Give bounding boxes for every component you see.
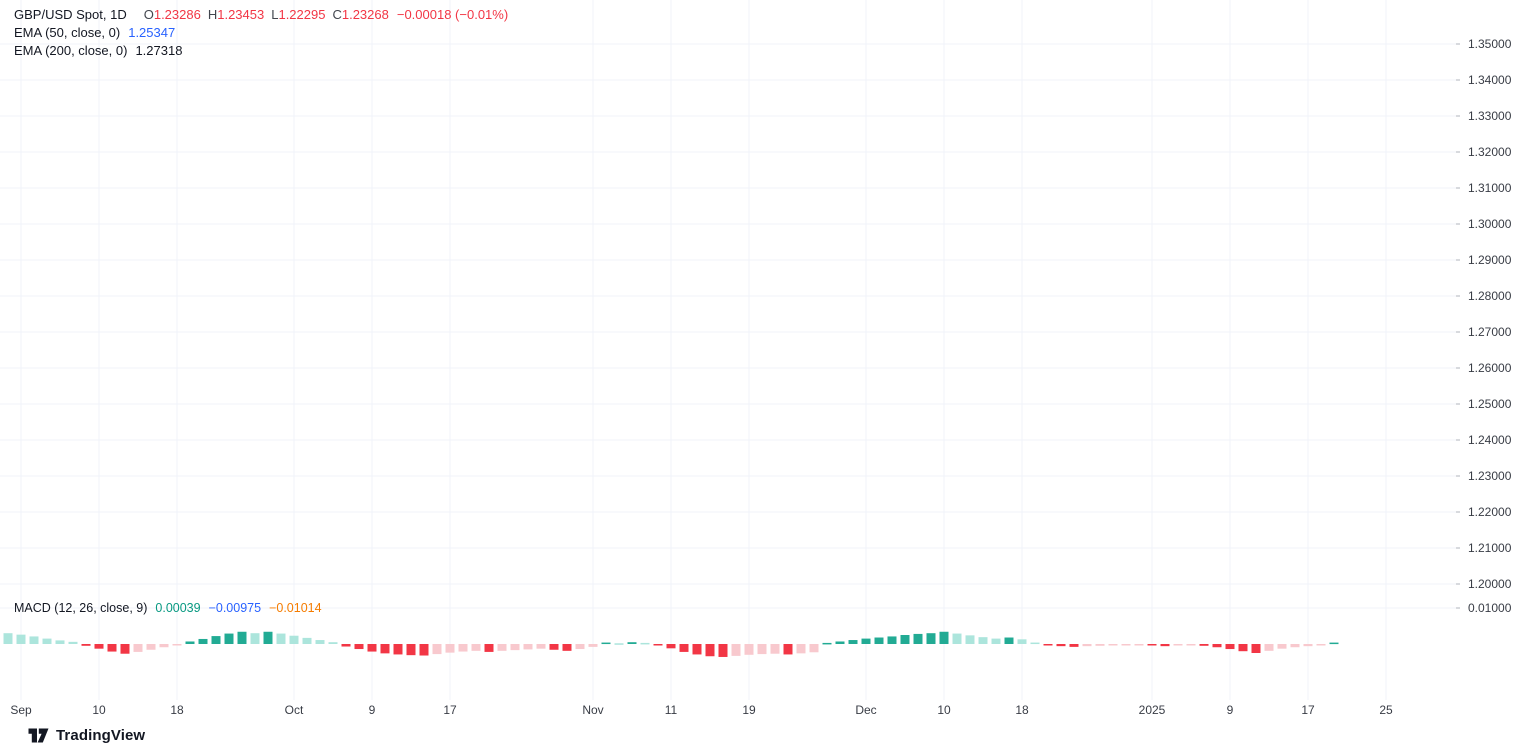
close-value: 1.23268 xyxy=(341,7,389,22)
ema200-label: EMA (200, close, 0) xyxy=(14,43,128,58)
macd-header[interactable]: MACD (12, 26, close, 9) 0.00039 −0.00975 −0… xyxy=(14,601,322,615)
gridlines xyxy=(0,0,1460,700)
price-axis-label: 1.30000 xyxy=(1468,217,1512,231)
price-axis-label: 1.27000 xyxy=(1468,325,1512,339)
time-axis-label: 9 xyxy=(368,703,376,717)
high-label: H xyxy=(207,7,218,22)
price-axis-label: 1.32000 xyxy=(1468,145,1512,159)
low-label: L xyxy=(271,7,279,22)
time-axis-label: 17 xyxy=(443,703,457,717)
close-label: C xyxy=(332,7,342,22)
ema200-row[interactable]: EMA (200, close, 0) 1.27318 xyxy=(14,42,508,59)
macd-label: MACD (12, 26, close, 9) xyxy=(14,601,148,615)
time-axis-label: 19 xyxy=(742,703,756,717)
symbol-header: GBP/USD Spot, 1D O1.23286 H1.23453 L1.22295… xyxy=(14,6,508,60)
ema50-label: EMA (50, close, 0) xyxy=(14,25,121,40)
price-axis[interactable]: 1.35000 1.34000 1.33000 1.32000 1.31000 1.300… xyxy=(1456,0,1536,718)
macd-histogram xyxy=(3,631,1339,657)
last-price-badge: 1.23268 xyxy=(1471,2,1511,14)
open-label: O xyxy=(143,7,154,22)
time-axis-label: 17 xyxy=(1301,703,1315,717)
macd-hist-value: 0.00039 xyxy=(155,601,201,615)
ema200-value: 1.27318 xyxy=(135,43,183,58)
price-axis-label: 1.25000 xyxy=(1468,397,1512,411)
time-axis-label: 18 xyxy=(1015,703,1029,717)
tradingview-wordmark: TradingView xyxy=(56,727,146,744)
price-axis-label: 1.23000 xyxy=(1468,469,1512,483)
macd-axis-label: 0.01000 xyxy=(1468,601,1512,615)
price-axis-label: 1.28000 xyxy=(1468,289,1512,303)
time-axis-label: 9 xyxy=(1226,703,1234,717)
time-axis-label: 10 xyxy=(92,703,106,717)
tradingview-logo[interactable]: TradingView xyxy=(28,727,145,744)
time-axis-label: 2025 xyxy=(1138,703,1166,717)
time-axis-label: Dec xyxy=(855,703,877,717)
ema50-price-badge: 1.25347 xyxy=(1471,2,1511,14)
symbol-title[interactable]: GBP/USD Spot, 1D xyxy=(14,7,127,22)
price-axis-label: 1.21000 xyxy=(1468,541,1512,555)
tradingview-mark-icon xyxy=(28,728,49,743)
ema50-value: 1.25347 xyxy=(128,25,176,40)
price-axis-label: 1.22000 xyxy=(1468,505,1512,519)
time-axis-label: 11 xyxy=(664,703,678,717)
time-axis-label: 10 xyxy=(937,703,951,717)
time-axis-label: Nov xyxy=(582,703,604,717)
price-axis-label: 1.33000 xyxy=(1468,109,1512,123)
time-axis-label: Sep xyxy=(10,703,32,717)
symbol-row: GBP/USD Spot, 1D O1.23286 H1.23453 L1.22295… xyxy=(14,6,508,23)
price-axis-label: 1.35000 xyxy=(1468,37,1512,51)
ema200-price-badge: 1.27318 xyxy=(1471,2,1511,14)
ema50-row[interactable]: EMA (50, close, 0) 1.25347 xyxy=(14,24,508,41)
price-axis-label: 1.29000 xyxy=(1468,253,1512,267)
price-axis-label: 1.31000 xyxy=(1468,181,1512,195)
time-axis-label: 18 xyxy=(170,703,184,717)
price-axis-label: 1.26000 xyxy=(1468,361,1512,375)
price-axis-label: 1.34000 xyxy=(1468,73,1512,87)
macd-line-value: −0.00975 xyxy=(208,601,262,615)
low-value: 1.22295 xyxy=(278,7,326,22)
macd-line-badge: −0.00975 xyxy=(1467,2,1515,14)
macd-hist-badge: 0.00039 xyxy=(1471,2,1511,14)
price-axis-label: 1.20000 xyxy=(1468,577,1512,591)
change-value: −0.00018 (−0.01%) xyxy=(396,7,509,22)
macd-signal-badge: −0.01014 xyxy=(1467,2,1515,14)
macd-signal-value: −0.01014 xyxy=(269,601,322,615)
open-value: 1.23286 xyxy=(153,7,201,22)
high-value: 1.23453 xyxy=(217,7,265,22)
time-axis-label: Oct xyxy=(284,703,304,717)
price-axis-label: 1.24000 xyxy=(1468,433,1512,447)
time-axis-label: 25 xyxy=(1379,703,1393,717)
